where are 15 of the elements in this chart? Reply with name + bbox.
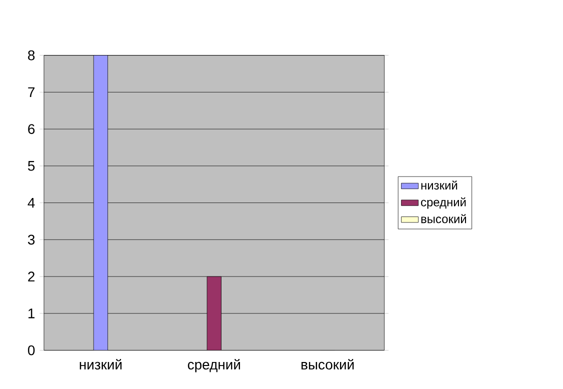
legend-label: средний [421,198,466,209]
legend-label: низкий [421,180,458,190]
x-tick-label: высокий [302,359,354,370]
y-tick-label: 0 [28,346,35,356]
y-tick-label: 7 [28,88,34,98]
y-tick-label: 8 [28,50,35,60]
y-tick-label: 1 [28,308,35,318]
x-tick-label: средний [188,359,240,373]
y-tick-label: 3 [28,234,35,245]
y-tick-label: 2 [28,272,34,282]
y-tick-label: 5 [28,161,35,172]
x-tick-label: низкий [80,359,122,370]
legend-label: высокий [421,214,466,224]
y-tick-label: 6 [28,124,35,134]
y-tick-label: 4 [28,198,35,208]
